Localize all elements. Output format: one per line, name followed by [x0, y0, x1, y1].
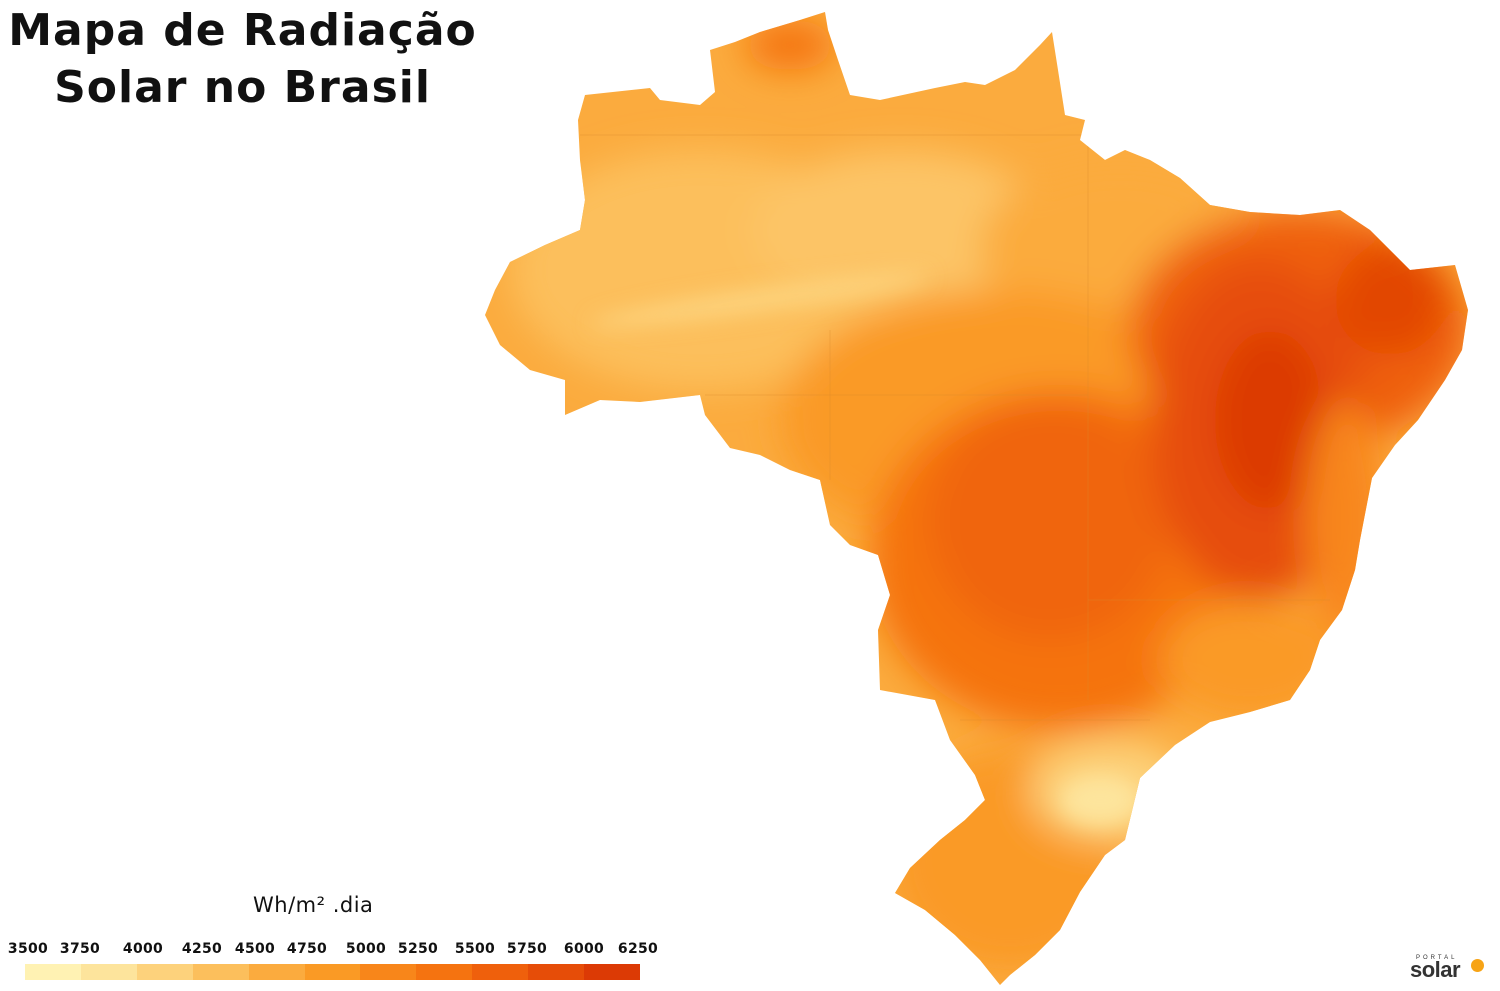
legend-swatch-9 — [528, 964, 585, 980]
state-borders — [580, 134, 1330, 721]
logo-brand: solar — [1410, 957, 1461, 982]
logo-tagline: PORTAL — [1416, 955, 1458, 961]
legend-tick-5750: 5750 — [506, 941, 548, 957]
zone-northeast-peak — [1215, 330, 1325, 510]
sun-icon — [1471, 959, 1484, 972]
legend-unit: Wh/m² .dia — [253, 893, 374, 917]
legend-swatch-1 — [80, 964, 137, 980]
legend-swatch-8 — [472, 964, 529, 980]
map-title-line-1: Mapa de Radiação — [8, 5, 477, 56]
legend-tick-6250: 6250 — [617, 941, 659, 957]
legend-colorbar — [25, 964, 640, 980]
zone-north-peak — [745, 20, 835, 70]
portal-solar-logo[interactable]: PORTAL solar — [1410, 951, 1490, 982]
zone-ne-tip — [1335, 245, 1445, 355]
map-title: Mapa de Radiação Solar no Brasil — [0, 2, 485, 116]
zone-serra-light — [1060, 775, 1140, 825]
legend-swatch-4 — [248, 964, 305, 980]
legend-tick-4250: 4250 — [181, 941, 223, 957]
legend-tick-5500: 5500 — [454, 941, 496, 957]
legend-tick-4000: 4000 — [122, 941, 164, 957]
legend-swatch-5 — [304, 964, 361, 980]
legend-tick-3750: 3750 — [59, 941, 101, 957]
legend-ticks: 3500 3750 4000 4250 4500 4750 5000 5250 5500 5750… — [0, 941, 680, 961]
zone-amazon-central — [750, 150, 1050, 310]
legend-tick-4750: 4750 — [286, 941, 328, 957]
zone-center-core — [930, 400, 1170, 640]
legend-swatch-10 — [584, 964, 640, 980]
map-title-line-2: Solar no Brasil — [54, 62, 431, 113]
legend-tick-5000: 5000 — [345, 941, 387, 957]
legend-tick-5250: 5250 — [397, 941, 439, 957]
legend-tick-4500: 4500 — [234, 941, 276, 957]
legend-swatch-3 — [192, 964, 249, 980]
zone-rio-amazonas — [591, 273, 929, 327]
legend-tick-6000: 6000 — [563, 941, 605, 957]
legend-swatch-2 — [136, 964, 193, 980]
zone-southeast — [1160, 600, 1340, 720]
legend-tick-3500: 3500 — [7, 941, 49, 957]
legend-swatch-7 — [416, 964, 473, 980]
legend-swatch-0 — [25, 964, 81, 980]
zone-east-coast — [1305, 400, 1385, 640]
legend-swatch-6 — [360, 964, 417, 980]
